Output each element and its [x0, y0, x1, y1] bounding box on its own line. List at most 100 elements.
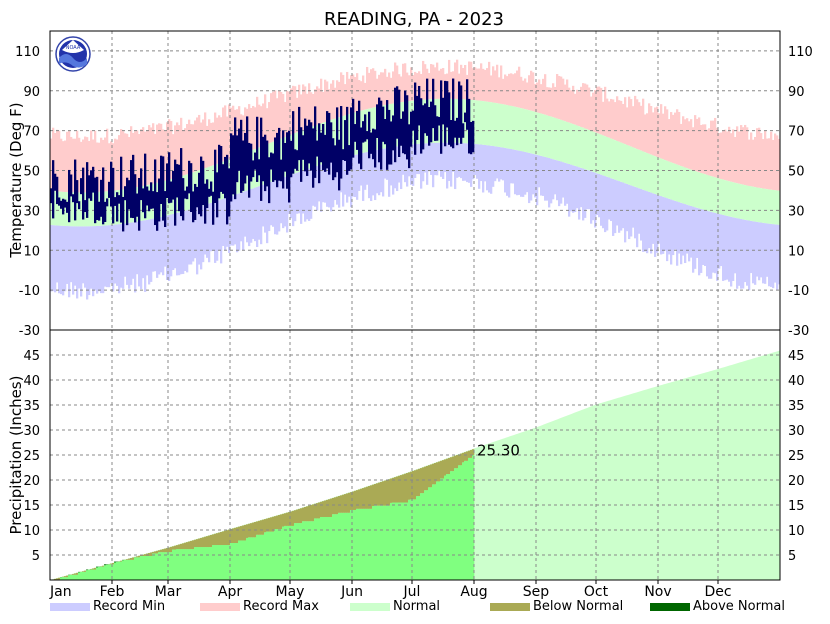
record-min-bar: [234, 195, 236, 245]
observed-precip-bar: [286, 526, 288, 580]
record-max-bar: [762, 139, 764, 188]
below-normal-bar: [90, 569, 92, 570]
record-max-bar: [728, 127, 730, 181]
normal-bar: [512, 106, 514, 149]
normal-bar: [732, 182, 734, 217]
normal-bar: [590, 131, 592, 171]
record-max-bar: [570, 90, 572, 123]
observed-precip-bar: [360, 509, 362, 580]
below-normal-bar: [304, 507, 306, 521]
observed-temp-bar: [154, 159, 156, 225]
observed-precip-bar: [98, 567, 100, 580]
record-min-bar: [692, 207, 694, 273]
below-normal-bar: [314, 504, 316, 519]
observed-temp-bar: [384, 119, 386, 144]
below-normal-bar: [94, 568, 96, 570]
record-min-bar: [690, 206, 692, 258]
observed-temp-bar: [338, 140, 340, 191]
record-min-bar: [136, 222, 138, 275]
below-normal-bar: [334, 497, 336, 514]
observed-precip-bar: [190, 549, 192, 580]
record-max-bar: [428, 73, 430, 99]
normal-bar: [602, 135, 604, 175]
record-min-bar: [502, 148, 504, 181]
record-min-bar: [742, 219, 744, 288]
record-min-bar: [568, 164, 570, 217]
record-max-bar: [698, 117, 700, 172]
observed-precip-bar: [144, 556, 146, 580]
below-normal-bar: [160, 550, 162, 552]
record-min-bar: [364, 152, 366, 189]
record-max-bar: [348, 79, 350, 114]
precip-below-normal-area: [52, 449, 474, 580]
record-min-bar: [274, 180, 276, 234]
below-normal-bar: [454, 456, 456, 468]
record-min-bar: [576, 167, 578, 209]
record-min-bar: [730, 217, 732, 287]
observed-precip-bar: [130, 560, 132, 580]
record-min-bar: [498, 147, 500, 182]
record-max-bar: [430, 64, 432, 99]
record-max-bar: [322, 92, 324, 123]
record-max-bar: [514, 73, 516, 107]
record-max-bar: [508, 74, 510, 106]
record-min-bar: [252, 188, 254, 239]
observed-temp-bar: [388, 110, 390, 165]
record-max-bar: [640, 106, 642, 151]
below-normal-bar: [330, 499, 332, 517]
record-min-bar: [262, 185, 264, 227]
record-max-bar: [492, 66, 494, 102]
precip-tick-left: 35: [23, 399, 40, 414]
record-max-bar: [564, 85, 566, 122]
record-max-bar: [464, 65, 466, 99]
observed-precip-bar: [70, 575, 72, 580]
observed-precip-bar: [74, 575, 76, 580]
record-min-bar: [446, 143, 448, 189]
observed-temp-bar: [78, 201, 80, 209]
record-max-bar: [186, 124, 188, 174]
observed-temp-bar: [420, 98, 422, 153]
month-label: May: [276, 584, 305, 600]
record-min-bar: [772, 224, 774, 288]
below-normal-bar: [374, 484, 376, 506]
record-min-bar: [248, 190, 250, 246]
record-min-bar: [552, 159, 554, 199]
record-min-bar: [132, 222, 134, 279]
record-max-bar: [442, 68, 444, 99]
observed-temp-bar: [164, 191, 166, 227]
record-min-bar: [566, 163, 568, 203]
record-min-bar: [618, 181, 620, 233]
observed-temp-bar: [276, 133, 278, 187]
observed-temp-bar: [282, 130, 284, 188]
noaa-logo-icon: NOAA: [56, 37, 90, 71]
observed-precip-bar: [354, 510, 356, 580]
legend-swatch: [350, 603, 390, 611]
observed-precip-bar: [450, 471, 452, 580]
record-min-bar: [628, 185, 630, 239]
record-min-bar: [272, 181, 274, 227]
record-max-bar: [252, 106, 254, 150]
record-min-bar: [670, 199, 672, 264]
below-normal-bar: [158, 550, 160, 552]
record-max-bar: [476, 69, 478, 101]
observed-precip-bar: [242, 540, 244, 580]
month-label: Jan: [49, 584, 72, 600]
observed-temp-bar: [190, 163, 192, 212]
normal-bar: [114, 190, 116, 224]
observed-temp-bar: [422, 105, 424, 149]
record-max-bar: [472, 68, 474, 100]
normal-bar: [54, 191, 56, 225]
normal-bar: [652, 155, 654, 193]
record-min-bar: [630, 185, 632, 236]
record-max-bar: [740, 125, 742, 184]
above-normal-bar: [104, 564, 106, 565]
normal-bar: [752, 187, 754, 221]
observed-temp-bar: [404, 91, 406, 155]
record-max-bar: [72, 139, 74, 193]
precip-total-label: 25.30: [477, 442, 520, 460]
normal-bar: [78, 192, 80, 226]
record-min-bar: [532, 154, 534, 194]
below-normal-bar: [256, 521, 258, 534]
record-min-bar: [186, 210, 188, 272]
below-normal-bar: [174, 546, 176, 550]
